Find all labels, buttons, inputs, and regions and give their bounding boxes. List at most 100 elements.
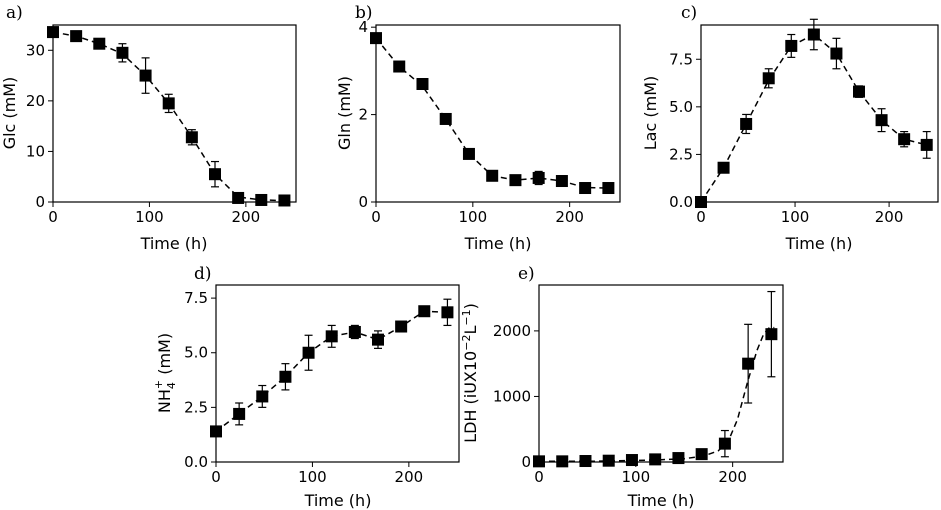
marker-e-2 (579, 455, 592, 468)
marker-c-2 (740, 117, 753, 130)
x-tick-label-d-1: 100 (298, 468, 327, 486)
panel-label-d: d) (194, 264, 212, 284)
marker-e-6 (672, 452, 685, 465)
fit-line-e (539, 326, 775, 462)
marker-a-9 (255, 193, 268, 206)
x-ticks-d: 0 100 200 (211, 462, 423, 486)
x-tick-label-b-0: 0 (371, 208, 381, 226)
marker-e-10 (765, 328, 778, 341)
marker-c-3 (762, 72, 775, 85)
y-axis-label-d-unit: (mM) (155, 333, 174, 380)
y-tick-label-d-0: 0.0 (184, 453, 208, 471)
marker-e-8 (718, 437, 731, 450)
y-axis-label-d-main: NH (155, 389, 174, 413)
x-tick-label-a-0: 0 (48, 208, 58, 226)
x-tick-label-b-1: 100 (459, 208, 488, 226)
marker-b-5 (486, 169, 499, 182)
x-ticks-c: 0 100 200 (696, 202, 903, 226)
y-tick-label-a-0: 0 (35, 193, 45, 211)
axes-frame-e (538, 284, 784, 463)
y-axis-label-d: NH4+ (mM) (152, 333, 178, 413)
marker-d-5 (325, 330, 338, 343)
y-tick-label-e-0: 0 (521, 453, 531, 471)
marker-d-6 (348, 325, 361, 338)
panel-a: a) 0 100 200 0 10 20 30 Time (h) Glc (mM) (0, 3, 297, 253)
panel-e: e) 0 100 200 0 1000 2000 Time (h) LDH (iUX10… (460, 264, 784, 510)
y-tick-label-c-3: 7.5 (669, 50, 693, 68)
markers-b (370, 32, 615, 195)
markers-a (47, 26, 291, 207)
y-axis-label-b: Gln (mM) (335, 76, 354, 150)
marker-d-10 (441, 306, 454, 319)
x-axis-label-c: Time (h) (785, 234, 853, 253)
error-bars-d (212, 298, 452, 437)
markers-d (210, 305, 454, 438)
marker-c-8 (875, 114, 888, 127)
y-axis-label-e: LDH (iUX10−2L−1) (460, 303, 480, 443)
x-axis-label-e: Time (h) (627, 491, 695, 510)
markers-c (695, 28, 933, 208)
marker-b-9 (579, 182, 592, 195)
x-ticks-a: 0 100 200 (48, 202, 260, 226)
marker-c-10 (920, 138, 933, 151)
marker-d-2 (256, 390, 269, 403)
axes-frame-c (700, 24, 939, 203)
marker-a-5 (162, 97, 175, 110)
axes-frame-d (215, 284, 460, 463)
x-tick-label-a-2: 200 (232, 208, 261, 226)
marker-d-3 (279, 370, 292, 383)
y-tick-label-d-1: 2.5 (184, 398, 208, 416)
marker-b-2 (416, 78, 429, 90)
y-tick-label-a-3: 30 (26, 41, 45, 59)
y-ticks-b: 0 2 4 (358, 18, 376, 211)
x-tick-label-d-2: 200 (395, 468, 424, 486)
marker-e-3 (602, 454, 615, 467)
marker-d-4 (302, 346, 315, 359)
marker-b-4 (462, 147, 475, 160)
panel-label-b: b) (355, 3, 373, 23)
marker-a-0 (47, 26, 59, 39)
marker-c-6 (830, 47, 843, 60)
x-tick-label-b-2: 200 (555, 208, 584, 226)
x-axis-label-b: Time (h) (464, 234, 532, 253)
axes-frame-b (375, 24, 621, 203)
marker-b-1 (393, 60, 406, 73)
panel-d: d) 0 100 200 0.0 2.5 5.0 7.5 Time (h) NH4+ (m… (152, 264, 460, 510)
panel-c: c) 0 100 200 0.0 2.5 5.0 7.5 Time (h) Lac (mM… (641, 3, 939, 253)
marker-b-10 (602, 182, 615, 195)
axes-frame-a (52, 24, 297, 203)
error-bars-b (372, 35, 613, 191)
y-tick-label-a-2: 20 (26, 92, 45, 110)
panel-label-a: a) (6, 3, 23, 23)
panel-label-c: c) (681, 3, 697, 23)
marker-d-1 (233, 407, 246, 420)
x-tick-label-e-1: 100 (622, 468, 651, 486)
y-tick-label-c-2: 5.0 (669, 98, 693, 116)
y-tick-label-d-3: 7.5 (184, 289, 208, 307)
x-axis-label-a: Time (h) (140, 234, 208, 253)
y-ticks-e: 0 1000 2000 (493, 322, 539, 471)
marker-c-5 (807, 28, 820, 41)
error-bars-a (49, 28, 289, 203)
marker-b-7 (532, 171, 545, 184)
marker-e-9 (742, 357, 755, 370)
y-axis-label-e-sup2: −1 (460, 309, 473, 325)
y-tick-label-e-2: 2000 (493, 322, 531, 340)
marker-c-0 (695, 196, 707, 208)
marker-e-1 (556, 455, 569, 468)
markers-e (533, 328, 778, 468)
y-axis-label-c: Lac (mM) (641, 76, 660, 150)
error-bars-e (535, 290, 776, 463)
marker-a-6 (185, 131, 198, 144)
marker-d-8 (395, 320, 408, 333)
fit-line-a (53, 31, 285, 202)
y-tick-label-b-2: 4 (358, 18, 368, 36)
x-tick-label-e-2: 200 (718, 468, 747, 486)
fit-line-b (376, 37, 609, 189)
y-tick-label-b-1: 2 (358, 106, 368, 124)
x-ticks-b: 0 100 200 (371, 202, 584, 226)
marker-b-3 (439, 112, 452, 125)
marker-d-9 (418, 305, 431, 318)
y-tick-label-b-0: 0 (358, 193, 368, 211)
